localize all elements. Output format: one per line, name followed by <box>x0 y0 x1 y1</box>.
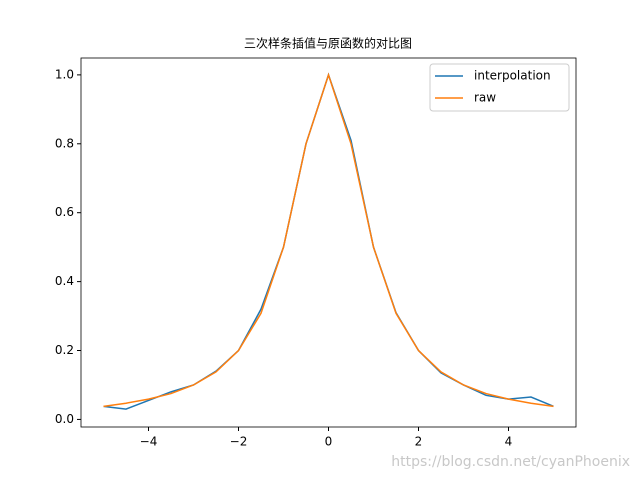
x-tick-label: 0 <box>325 435 333 449</box>
x-tick-label: −2 <box>230 435 248 449</box>
y-tick-label: 0.8 <box>55 136 74 150</box>
legend-box <box>429 63 570 112</box>
y-tick-label: 0.2 <box>55 343 74 357</box>
chart-title: 三次样条插值与原函数的对比图 <box>244 36 412 51</box>
x-tick-label: 2 <box>415 435 423 449</box>
y-tick-label: 0.0 <box>55 412 74 426</box>
series-line <box>103 72 554 410</box>
x-tick-label: −4 <box>140 435 158 449</box>
x-tick-label: 4 <box>505 435 513 449</box>
y-tick-label: 1.0 <box>55 67 74 81</box>
watermark: https://blog.csdn.net/cyanPhoenix <box>391 454 630 470</box>
y-tick-label: 0.6 <box>55 205 74 219</box>
series-line <box>103 72 554 408</box>
legend-label: interpolation <box>474 69 551 83</box>
y-tick-label: 0.4 <box>55 274 74 288</box>
legend-label: raw <box>474 91 496 105</box>
plot-frame <box>80 57 577 428</box>
